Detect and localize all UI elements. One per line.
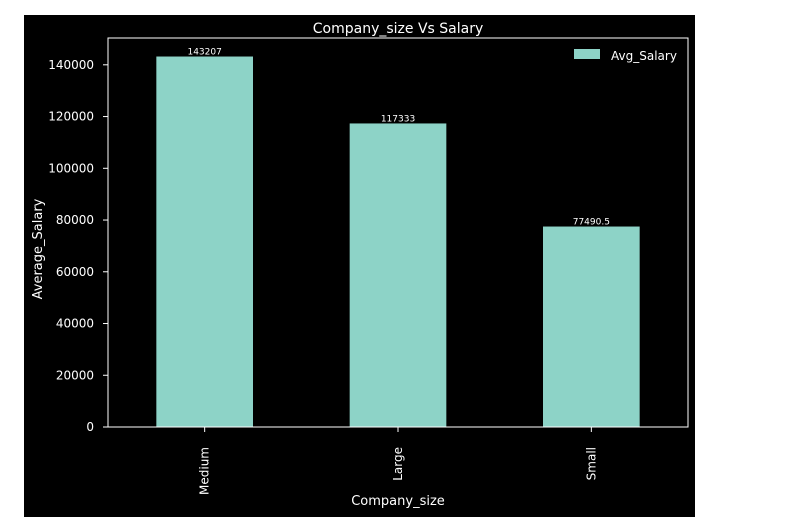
data-label: 143207 [187, 48, 221, 58]
legend-swatch [574, 49, 600, 59]
x-tick-label: Medium [198, 447, 212, 495]
chart-canvas: Company_size Vs Salary Average_Salary Co… [31, 21, 689, 509]
x-tick-label: Small [584, 447, 598, 480]
y-tick-label: 120000 [48, 110, 94, 124]
y-tick-label: 20000 [56, 368, 94, 382]
legend: Avg_Salary [574, 49, 677, 63]
y-tick-label: 40000 [56, 317, 94, 331]
plot-area: 143207 Medium 117333 Large 77490.5 Small 0 2000… [48, 37, 689, 495]
bar-small [543, 226, 640, 427]
y-tick-label: 80000 [56, 213, 94, 227]
y-tick-label: 0 [86, 420, 94, 434]
y-tick-label: 60000 [56, 265, 94, 279]
data-label: 117333 [381, 114, 415, 124]
axes-frame [107, 37, 689, 428]
bar-large [349, 123, 447, 427]
chart-title: Company_size Vs Salary [313, 21, 484, 37]
legend-label: Avg_Salary [611, 49, 677, 63]
x-axis-label: Company_size [351, 494, 445, 509]
y-tick-label: 100000 [48, 161, 94, 175]
y-axis-label: Average_Salary [31, 198, 46, 299]
chart-figure: Company_size Vs Salary Average_Salary Co… [24, 15, 695, 517]
data-label: 77490.5 [573, 218, 610, 228]
bar-medium [156, 56, 253, 427]
x-tick-label: Large [391, 447, 405, 481]
y-tick-label: 140000 [48, 58, 94, 72]
